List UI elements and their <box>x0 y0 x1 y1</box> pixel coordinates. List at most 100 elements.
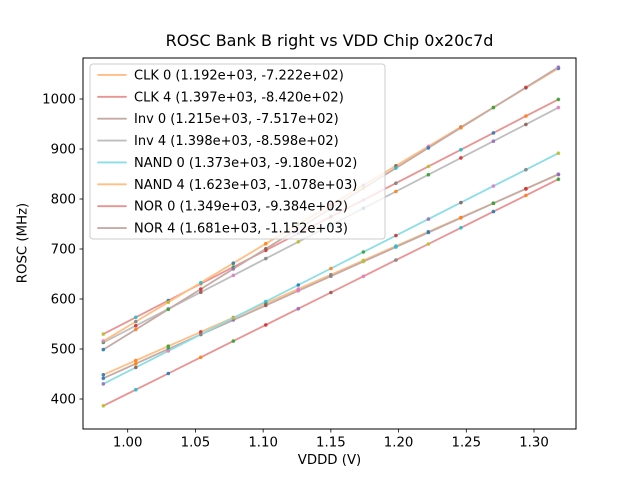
data-point-marker <box>524 193 528 198</box>
data-point-marker <box>426 146 431 150</box>
x-axis-label: VDDD (V) <box>297 453 362 468</box>
data-point-marker <box>199 280 203 285</box>
data-point-marker <box>394 189 398 194</box>
data-point-marker <box>101 404 106 408</box>
data-point-marker <box>296 306 301 311</box>
data-point-marker <box>491 184 496 188</box>
data-point-marker <box>361 274 366 279</box>
data-point-marker <box>459 147 463 152</box>
data-point-marker <box>459 216 463 220</box>
y-tick-label: 700 <box>51 243 76 258</box>
data-point-marker <box>134 327 138 332</box>
data-point-marker <box>556 151 561 155</box>
legend-box <box>89 63 386 240</box>
data-point-marker <box>556 177 561 181</box>
data-point-marker <box>134 319 138 324</box>
legend-label: NAND 0 (1.373e+03, -9.180e+02) <box>134 156 357 171</box>
data-point-marker <box>199 287 203 291</box>
data-point-marker <box>296 240 301 244</box>
data-point-marker <box>166 300 171 305</box>
data-point-marker <box>556 172 561 176</box>
axes-frame <box>82 57 577 430</box>
data-point-marker <box>231 316 236 320</box>
data-point-marker <box>231 273 236 278</box>
data-point-marker <box>134 323 138 328</box>
data-point-marker <box>264 241 268 246</box>
data-point-marker <box>231 339 236 343</box>
x-tick-label: 1.15 <box>316 436 346 451</box>
y-tick-label: 400 <box>51 393 76 408</box>
data-point-marker <box>394 233 398 238</box>
data-point-marker <box>329 274 333 279</box>
data-point-marker <box>134 365 138 370</box>
y-tick-label: 800 <box>51 193 76 208</box>
legend-label: CLK 4 (1.397e+03, -8.420e+02) <box>134 90 344 105</box>
data-point-marker <box>394 258 398 262</box>
legend-label: Inv 0 (1.215e+03, -7.517e+02) <box>134 112 339 127</box>
data-point-marker <box>101 376 106 381</box>
data-point-marker <box>524 122 528 127</box>
data-point-marker <box>134 315 138 320</box>
y-axis-label: ROSC (MHz) <box>15 202 31 284</box>
data-point-marker <box>426 172 431 177</box>
data-point-marker <box>199 330 203 334</box>
legend-label: NOR 4 (1.681e+03, -1.152e+03) <box>134 222 348 237</box>
data-point-marker <box>361 250 366 254</box>
data-point-marker <box>166 349 171 353</box>
y-tick-label: 900 <box>51 143 76 158</box>
data-point-marker <box>394 181 398 185</box>
data-point-marker <box>524 186 528 191</box>
data-point-marker <box>524 114 528 118</box>
data-point-marker <box>556 97 561 102</box>
data-point-marker <box>426 164 431 169</box>
data-point-marker <box>101 382 106 386</box>
data-point-marker <box>264 256 268 261</box>
data-point-marker <box>264 303 268 308</box>
x-tick-label: 1.25 <box>451 436 481 451</box>
y-tick-label: 600 <box>51 293 76 308</box>
data-point-marker <box>524 167 528 172</box>
chart-title: ROSC Bank B right vs VDD Chip 0x20c7d <box>165 31 494 50</box>
data-point-marker <box>491 209 496 214</box>
legend-label: CLK 0 (1.192e+03, -7.222e+02) <box>134 68 344 83</box>
data-point-marker <box>264 247 268 251</box>
x-tick-label: 1.00 <box>113 436 143 451</box>
data-point-marker <box>426 242 431 246</box>
data-point-marker <box>166 344 171 349</box>
data-point-marker <box>459 226 463 230</box>
data-point-marker <box>491 131 496 135</box>
data-point-marker <box>134 361 138 366</box>
data-point-marker <box>199 290 203 295</box>
legend-label: NOR 0 (1.349e+03, -9.384e+02) <box>134 200 348 215</box>
legend-label: Inv 4 (1.398e+03, -8.598e+02) <box>134 134 339 149</box>
data-point-marker <box>231 261 236 266</box>
data-point-marker <box>199 332 203 337</box>
data-point-marker <box>231 267 236 271</box>
data-point-marker <box>199 355 203 360</box>
x-tick-label: 1.05 <box>181 436 211 451</box>
data-point-marker <box>296 289 301 293</box>
data-point-marker <box>101 347 106 352</box>
data-point-marker <box>459 200 463 205</box>
y-tick-label: 1000 <box>42 93 76 108</box>
data-point-marker <box>361 259 366 264</box>
data-point-marker <box>101 332 106 336</box>
data-point-marker <box>329 266 333 271</box>
y-tick-label: 500 <box>51 343 76 358</box>
data-point-marker <box>264 323 268 327</box>
x-tick-label: 1.10 <box>248 436 278 451</box>
data-point-marker <box>491 139 496 143</box>
data-point-marker <box>394 166 398 170</box>
x-tick-label: 1.20 <box>384 436 414 451</box>
data-point-marker <box>491 105 496 110</box>
data-point-marker <box>101 339 106 343</box>
data-point-marker <box>329 290 333 295</box>
data-point-marker <box>524 85 528 90</box>
data-point-marker <box>556 65 561 69</box>
data-point-marker <box>426 230 431 235</box>
data-point-marker <box>459 125 463 130</box>
data-point-marker <box>459 156 463 160</box>
data-point-marker <box>134 358 138 363</box>
data-point-marker <box>134 387 138 392</box>
